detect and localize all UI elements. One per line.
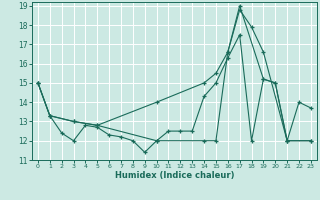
X-axis label: Humidex (Indice chaleur): Humidex (Indice chaleur) [115,171,234,180]
